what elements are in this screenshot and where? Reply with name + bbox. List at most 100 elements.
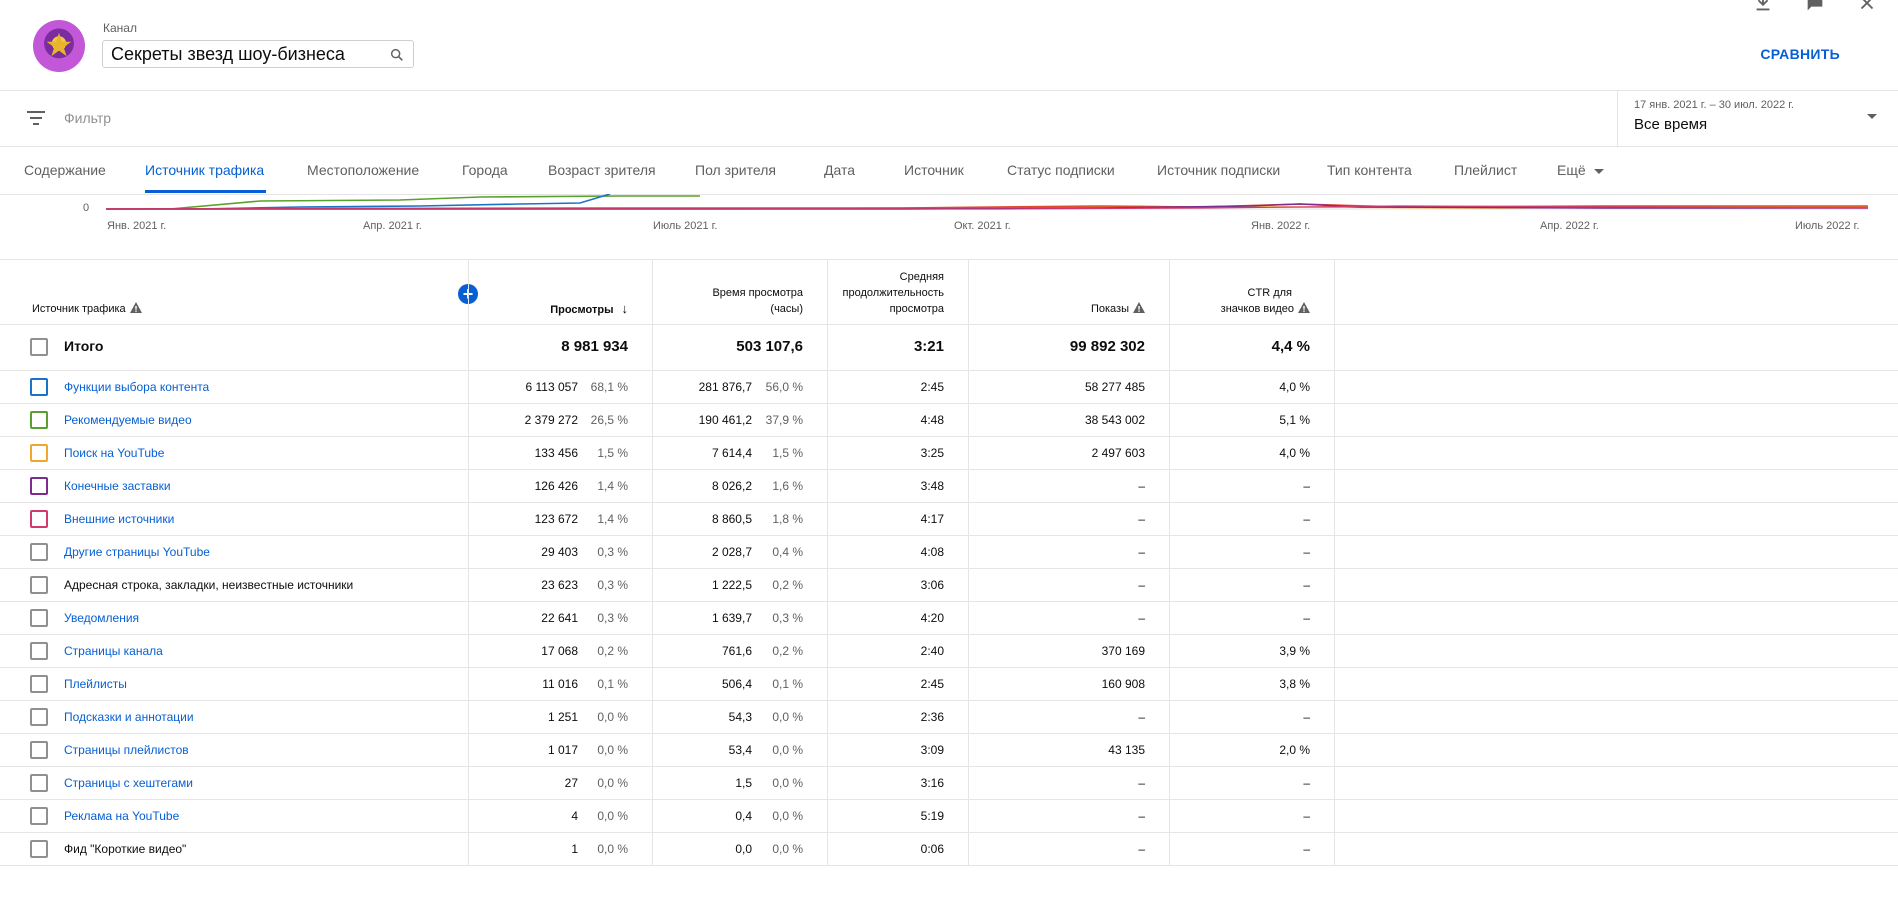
cell-avg-duration: 5:19: [920, 809, 944, 823]
row-checkbox[interactable]: [30, 807, 48, 825]
row-checkbox[interactable]: [30, 774, 48, 792]
cell-watch-pct: 0,0 %: [772, 710, 803, 724]
traffic-source-link[interactable]: Страницы канала: [64, 644, 163, 658]
chart-y-zero-label: 0: [83, 202, 90, 214]
traffic-source-link[interactable]: Уведомления: [64, 611, 140, 625]
traffic-source-link[interactable]: Плейлисты: [64, 677, 127, 691]
row-checkbox[interactable]: [30, 741, 48, 759]
row-checkbox[interactable]: [30, 378, 48, 396]
channel-avatar[interactable]: ★: [33, 20, 85, 72]
feedback-icon[interactable]: [1804, 0, 1826, 14]
table-row[interactable]: Страницы с хештегами 27 0,0 % 1,5 0,0 % 3:16 –…: [0, 767, 1898, 800]
chart-x-tick: Апр. 2022 г.: [1540, 220, 1599, 232]
warning-icon[interactable]: [129, 302, 142, 313]
total-avg-duration: 3:21: [913, 338, 944, 355]
column-divider: [827, 259, 828, 865]
traffic-source-link[interactable]: Реклама на YouTube: [64, 809, 180, 823]
traffic-source-link[interactable]: Поиск на YouTube: [64, 446, 165, 460]
tab-source[interactable]: Источник: [904, 162, 964, 178]
column-header-ctr[interactable]: CTR для значков видео: [1160, 285, 1310, 317]
channel-search-box[interactable]: Секреты звезд шоу-бизнеса: [102, 40, 414, 68]
tab-subscription-source[interactable]: Источник подписки: [1157, 162, 1281, 178]
traffic-source-link[interactable]: Другие страницы YouTube: [64, 545, 210, 559]
date-range-value: Все время: [1634, 116, 1708, 133]
column-header-views[interactable]: Просмотры ↓: [470, 301, 628, 318]
cell-views: 17 068: [541, 644, 578, 658]
row-checkbox[interactable]: [30, 510, 48, 528]
traffic-source-link[interactable]: Функции выбора контента: [64, 380, 210, 394]
row-checkbox[interactable]: [30, 708, 48, 726]
column-header-watch-time[interactable]: Время просмотра (часы): [660, 285, 803, 317]
table-row[interactable]: Адресная строка, закладки, неизвестные и…: [0, 569, 1898, 602]
tab-date[interactable]: Дата: [824, 162, 856, 178]
select-all-checkbox[interactable]: [30, 338, 48, 356]
cell-watch-pct: 1,6 %: [772, 479, 803, 493]
table-row[interactable]: Уведомления 22 641 0,3 % 1 639,7 0,3 % 4:20 – –: [0, 602, 1898, 635]
table-row[interactable]: Поиск на YouTube 133 456 1,5 % 7 614,4 1,5 %…: [0, 437, 1898, 470]
traffic-source-link[interactable]: Внешние источники: [64, 512, 175, 526]
row-checkbox[interactable]: [30, 576, 48, 594]
tab-playlist[interactable]: Плейлист: [1454, 162, 1518, 178]
row-checkbox[interactable]: [30, 543, 48, 561]
row-checkbox[interactable]: [30, 477, 48, 495]
table-row[interactable]: Реклама на YouTube 4 0,0 % 0,4 0,0 % 5:19 – –: [0, 800, 1898, 833]
tab-viewer-gender[interactable]: Пол зрителя: [695, 162, 776, 178]
table-row[interactable]: Плейлисты 11 016 0,1 % 506,4 0,1 % 2:45 160 90…: [0, 668, 1898, 701]
column-divider: [652, 259, 653, 865]
traffic-source-link[interactable]: Подсказки и аннотации: [64, 710, 194, 724]
tab-content[interactable]: Содержание: [24, 162, 106, 178]
cell-watch-pct: 0,0 %: [772, 842, 803, 856]
cell-avg-duration: 2:36: [920, 710, 944, 724]
tab-viewer-age[interactable]: Возраст зрителя: [548, 162, 656, 178]
traffic-source-link[interactable]: Страницы плейлистов: [64, 743, 189, 757]
cell-watch-time: 53,4: [728, 743, 752, 757]
table-row[interactable]: Фид "Короткие видео" 1 0,0 % 0,0 0,0 % 0:06 – –: [0, 833, 1898, 866]
row-checkbox[interactable]: [30, 444, 48, 462]
table-row[interactable]: Страницы плейлистов 1 017 0,0 % 53,4 0,0 % 3:…: [0, 734, 1898, 767]
table-row[interactable]: Другие страницы YouTube 29 403 0,3 % 2 028,…: [0, 536, 1898, 569]
row-checkbox[interactable]: [30, 609, 48, 627]
table-row[interactable]: Конечные заставки 126 426 1,4 % 8 026,2 1,6 …: [0, 470, 1898, 503]
search-icon[interactable]: [389, 47, 405, 63]
cell-watch-time: 761,6: [721, 644, 752, 658]
sort-descending-icon[interactable]: ↓: [621, 301, 629, 316]
cell-views-pct: 0,0 %: [597, 842, 628, 856]
filter-list-icon[interactable]: [26, 108, 48, 128]
filter-input[interactable]: Фильтр: [64, 110, 112, 126]
date-range-selector[interactable]: 17 янв. 2021 г. – 30 июл. 2022 г. Все вр…: [1617, 90, 1898, 146]
compare-button[interactable]: СРАВНИТЬ: [1760, 46, 1840, 62]
column-divider: [1334, 259, 1335, 865]
tab-more[interactable]: Ещё: [1557, 162, 1604, 178]
traffic-source-link[interactable]: Конечные заставки: [64, 479, 171, 493]
column-header-avg-line1: Средняя: [899, 271, 944, 283]
table-row[interactable]: Функции выбора контента 6 113 057 68,1 % 28…: [0, 371, 1898, 404]
column-header-avg-duration[interactable]: Средняя продолжительность просмотра: [820, 269, 944, 317]
table-row[interactable]: Страницы канала 17 068 0,2 % 761,6 0,2 % 2:40…: [0, 635, 1898, 668]
tab-traffic-source[interactable]: Источник трафика: [145, 162, 265, 178]
row-checkbox[interactable]: [30, 840, 48, 858]
row-checkbox[interactable]: [30, 642, 48, 660]
cell-impressions: 38 543 002: [1084, 413, 1145, 427]
table-row[interactable]: Подсказки и аннотации 1 251 0,0 % 54,3 0,0 %…: [0, 701, 1898, 734]
row-checkbox[interactable]: [30, 675, 48, 693]
tab-subscription-status[interactable]: Статус подписки: [1007, 162, 1115, 178]
cell-watch-time: 8 860,5: [711, 512, 752, 526]
column-header-watch-time-line1: Время просмотра: [712, 287, 803, 299]
cell-avg-duration: 4:08: [920, 545, 944, 559]
column-header-source[interactable]: Источник трафика: [32, 301, 142, 317]
tab-cities[interactable]: Города: [462, 162, 508, 178]
column-header-impressions[interactable]: Показы: [980, 301, 1145, 317]
row-checkbox[interactable]: [30, 411, 48, 429]
download-icon[interactable]: [1752, 0, 1774, 14]
traffic-source-link[interactable]: Рекомендуемые видео: [64, 413, 192, 427]
tab-content-type[interactable]: Тип контента: [1327, 162, 1412, 178]
table-row[interactable]: Внешние источники 123 672 1,4 % 8 860,5 1,8 …: [0, 503, 1898, 536]
cell-ctr: 2,0 %: [1279, 743, 1310, 757]
active-tab-indicator: [145, 190, 266, 193]
close-icon[interactable]: [1856, 0, 1878, 14]
warning-icon[interactable]: [1298, 302, 1310, 313]
tab-geography[interactable]: Местоположение: [307, 162, 420, 178]
traffic-source-link[interactable]: Страницы с хештегами: [64, 776, 193, 790]
table-row[interactable]: Рекомендуемые видео 2 379 272 26,5 % 190 46…: [0, 404, 1898, 437]
warning-icon[interactable]: [1133, 302, 1145, 313]
